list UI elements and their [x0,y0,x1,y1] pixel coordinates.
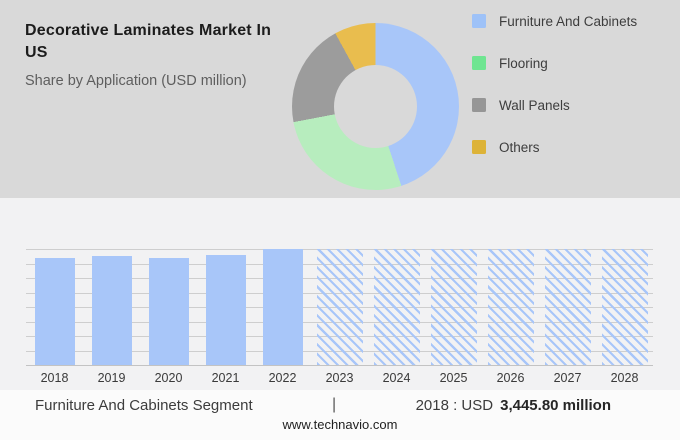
title-block: Decorative Laminates Market In US Share … [25,20,297,89]
legend-swatch-furniture-and-cabinets [472,14,486,28]
legend-label-flooring: Flooring [499,55,548,71]
bar-chart-section: 2018 2019 2020 2021 2022 2023 2024 2025 2026 2027… [0,198,680,390]
donut-chart [292,23,459,190]
forecast-bar-2027 [544,249,591,365]
legend-item-furniture-and-cabinets: Furniture And Cabinets [472,13,638,29]
bar-slot-2025 [425,249,482,365]
legend-swatch-flooring [472,56,486,70]
legend-swatch-others [472,140,486,154]
legend-item-others: Others [472,139,637,155]
forecast-bar-2024 [373,249,420,365]
legend-swatch-wall-panels [472,98,486,112]
x-axis-baseline [26,365,653,366]
x-label-2018: 2018 [40,371,69,385]
x-label-2023: 2023 [325,371,354,385]
x-axis-labels: 2018 2019 2020 2021 2022 2023 2024 2025 2026 2027… [26,371,653,385]
value-amount: 3,445.80 million [500,396,611,414]
website-url: www.technavio.com [282,417,398,432]
legend-item-flooring: Flooring [472,55,637,71]
bar-2019 [91,255,132,365]
x-label-2024: 2024 [382,371,411,385]
bar-slot-2026 [482,249,539,365]
forecast-bar-2025 [430,249,477,365]
bar-slot-2021 [197,249,254,365]
x-label-2019: 2019 [97,371,126,385]
x-label-2027: 2027 [553,371,582,385]
x-label-2025: 2025 [439,371,468,385]
donut-hole [334,65,417,148]
header-section: Decorative Laminates Market In US Share … [0,0,680,198]
footer-section: Furniture And Cabinets Segment | 2018 : … [0,390,680,440]
legend-label-wall-panels: Wall Panels [499,97,570,113]
legend: Furniture And Cabinets Flooring Wall Panel… [472,14,637,182]
bar-slot-2019 [83,249,140,365]
bars [26,249,653,365]
legend-label-others: Others [499,139,540,155]
bar-slot-2024 [368,249,425,365]
x-label-2026: 2026 [496,371,525,385]
page-subtitle: Share by Application (USD million) [25,73,247,89]
footer-row: Furniture And Cabinets Segment | 2018 : … [35,394,611,416]
bar-slot-2018 [26,249,83,365]
bar-2021 [205,254,246,365]
x-label-2022: 2022 [268,371,297,385]
forecast-bar-2026 [487,249,534,365]
bar-slot-2028 [596,249,653,365]
bar-slot-2022 [254,249,311,365]
forecast-bar-2028 [601,249,648,365]
bar-slot-2023 [311,249,368,365]
page-title: Decorative Laminates Market In US [25,22,272,61]
forecast-bar-2023 [316,249,363,365]
legend-label-furniture-and-cabinets: Furniture And Cabinets [499,13,638,29]
bar-2022 [262,249,303,365]
bar-slot-2027 [539,249,596,365]
value-prefix: 2018 : USD [415,396,494,414]
footer-divider: | [332,396,337,413]
bar-2020 [148,258,189,365]
x-label-2028: 2028 [610,371,639,385]
segment-label: Furniture And Cabinets Segment [35,396,253,414]
x-label-2021: 2021 [211,371,240,385]
bar-slot-2020 [140,249,197,365]
segment-value: 2018 : USD 3,445.80 million [416,397,611,414]
x-label-2020: 2020 [154,371,183,385]
bar-chart-plot [26,249,653,366]
bar-2018 [34,258,75,365]
legend-item-wall-panels: Wall Panels [472,97,637,113]
